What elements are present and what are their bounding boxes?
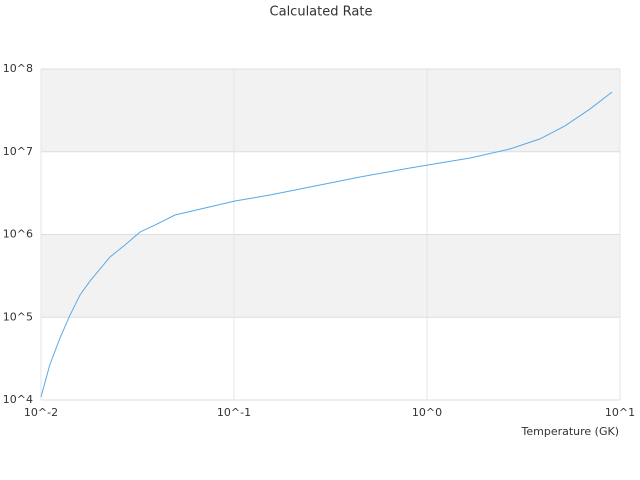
- y-tick-label: 10^4: [3, 393, 33, 406]
- y-tick-label: 10^8: [3, 62, 33, 75]
- x-tick-label: 10^0: [412, 406, 442, 419]
- x-tick-label: 10^-1: [217, 406, 251, 419]
- line: [40, 91, 613, 398]
- band: [41, 234, 620, 318]
- x-axis-label: Temperature (GK): [521, 425, 620, 438]
- x-tick-label: 10^1: [605, 406, 635, 419]
- chart-title: Calculated Rate: [270, 5, 373, 20]
- y-tick-label: 10^7: [3, 145, 33, 158]
- y-tick-label: 10^5: [3, 310, 33, 323]
- x-tick-label: 10^-2: [24, 406, 58, 419]
- y-tick-label: 10^6: [3, 228, 33, 241]
- band: [41, 69, 620, 152]
